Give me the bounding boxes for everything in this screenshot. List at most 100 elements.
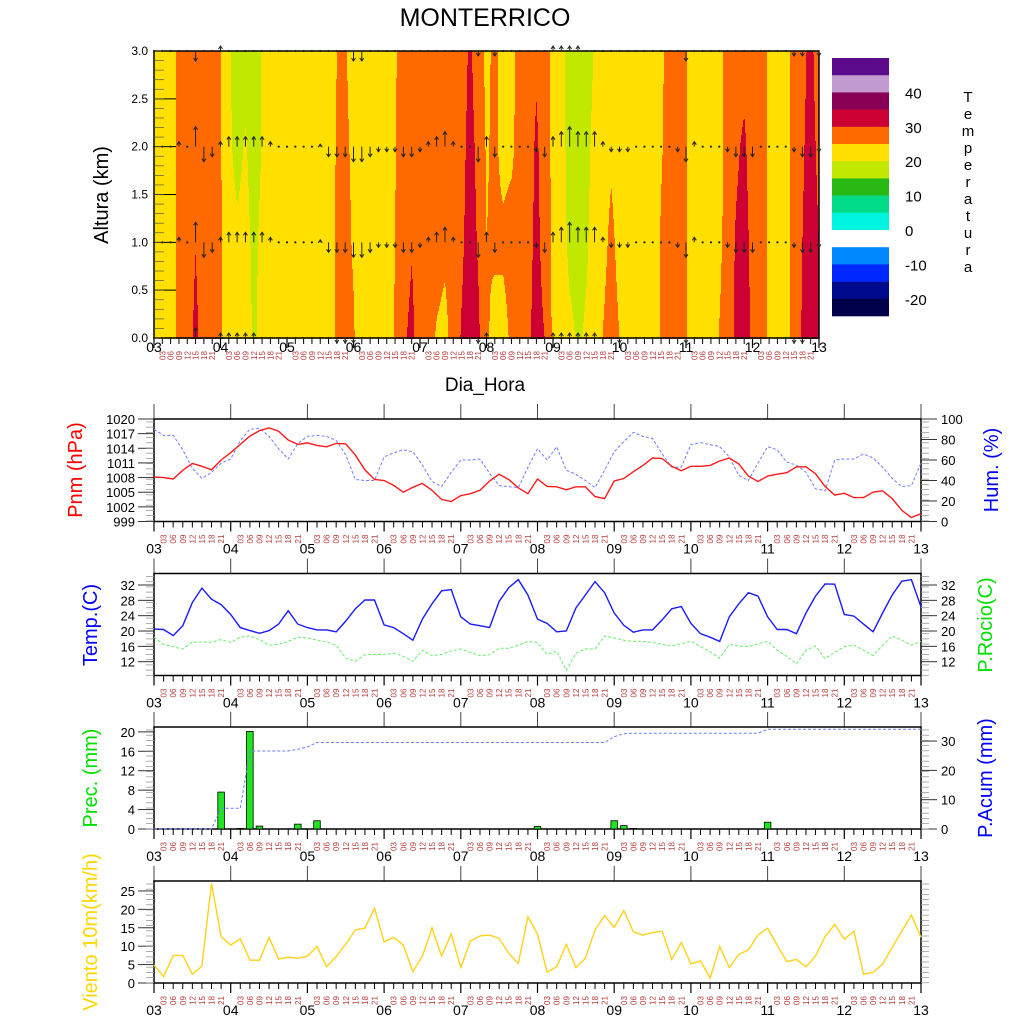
wind-arrow: [808, 146, 814, 158]
heatmap-cell: [494, 275, 496, 339]
heatmap-cell: [428, 51, 430, 339]
heatmap-cell: [246, 139, 248, 339]
heatmap-cell: [394, 284, 396, 339]
hour-label: 06: [169, 688, 178, 697]
wind-arrow: [294, 241, 297, 244]
hour-label: 21: [754, 688, 763, 697]
heatmap-cell: [253, 51, 255, 339]
wind-arrow-head: [816, 148, 822, 153]
y2-tick-label: 100: [941, 412, 963, 427]
heatmap-cell: [413, 51, 415, 306]
heatmap-cell: [658, 51, 660, 339]
hour-label: 15: [888, 996, 897, 1005]
wind-arrow: [743, 49, 746, 53]
wind-arrow-head: [193, 221, 198, 226]
hour-label: 12: [879, 688, 888, 697]
heatmap-cell: [264, 51, 266, 339]
heatmap-cell: [188, 51, 190, 339]
heatmap-cell: [295, 51, 297, 339]
wind-arrow-head: [791, 339, 797, 344]
heatmap-cell: [495, 275, 497, 339]
wind-arrow: [342, 242, 348, 254]
heatmap-cell: [430, 51, 432, 339]
heatmap-cell: [657, 51, 659, 339]
hour-label: 06: [399, 996, 408, 1005]
hour-label: 15: [581, 688, 590, 697]
heatmap-cell: [814, 101, 816, 339]
wind-arrow: [169, 49, 172, 53]
heatmap-cell: [467, 51, 469, 66]
heatmap-cell: [244, 51, 246, 137]
heatmap-cell: [555, 51, 557, 339]
hour-label: 18: [208, 996, 217, 1005]
wind-arrow-head: [683, 254, 689, 259]
day-label: 08: [530, 848, 546, 864]
heatmap-cell: [533, 51, 535, 203]
hour-label: 15: [581, 534, 590, 543]
hour-label: 21: [447, 688, 456, 697]
heatmap-cell: [399, 51, 401, 339]
heatmap-cell: [785, 51, 787, 339]
heatmap-cell: [372, 51, 374, 339]
day-label: 09: [545, 339, 561, 355]
heatmap-cell: [493, 277, 495, 339]
hour-label: 09: [792, 688, 801, 697]
heatmap-cell: [572, 311, 574, 339]
wind-arrow: [643, 49, 646, 53]
colorbar-box: [832, 126, 889, 145]
wind-arrow-head: [617, 339, 622, 344]
heatmap-cell: [573, 320, 575, 339]
wind-arrow: [450, 140, 456, 147]
heatmap-cell: [544, 51, 546, 337]
wind-speed-line: [153, 883, 922, 980]
heatmap-cell: [500, 51, 502, 188]
heatmap-cell: [709, 51, 711, 339]
heatmap-cell: [201, 51, 203, 339]
heatmap-cell: [755, 51, 757, 339]
hour-label: 06: [553, 688, 562, 697]
wind-arrow: [475, 51, 481, 57]
colorbar-box: [832, 178, 889, 196]
heatmap-cell: [475, 189, 477, 339]
heatmap-cell: [524, 51, 526, 339]
heatmap-cell: [642, 51, 644, 339]
hour-label: 12: [418, 996, 427, 1005]
heatmap-cell: [234, 181, 236, 339]
wind-arrow: [791, 146, 797, 153]
hour-label: 21: [677, 996, 686, 1005]
heatmap-cell: [741, 135, 743, 339]
hour-label: 15: [275, 996, 284, 1005]
wind-arrow: [734, 49, 737, 53]
wind-arrow-head: [558, 130, 564, 135]
wind-arrow: [676, 49, 679, 53]
hour-label: 15: [658, 842, 667, 851]
colorbar-title-letter: T: [963, 89, 972, 106]
heatmap-cell: [701, 51, 703, 339]
hour-label: 06: [233, 351, 242, 360]
wind-arrow-head: [193, 327, 198, 332]
heatmap-cell: [236, 200, 238, 339]
colorbar-title-letter: m: [962, 123, 975, 140]
wind-arrow: [186, 241, 189, 244]
y-tick-label: 4: [128, 803, 135, 818]
wind-arrow: [468, 145, 471, 148]
hour-label: 03: [160, 534, 169, 543]
wind-arrow: [751, 336, 754, 340]
heatmap-cell: [200, 51, 202, 339]
heatmap-cell: [543, 323, 545, 339]
heatmap-cell: [527, 51, 529, 339]
heatmap-cell: [402, 51, 404, 339]
heatmap-cell: [486, 51, 488, 244]
y-tick-label: 16: [121, 639, 135, 654]
heatmap-cell: [292, 51, 294, 339]
heatmap-cell: [805, 99, 807, 339]
wind-arrow: [310, 336, 314, 340]
heatmap-cell: [439, 306, 441, 339]
hour-label: 15: [192, 351, 201, 360]
hour-label: 09: [707, 351, 716, 360]
wind-arrow-head: [392, 148, 398, 153]
heatmap-cell: [332, 51, 334, 339]
heatmap-cell: [365, 51, 367, 339]
wind-arrow: [317, 143, 323, 148]
wind-arrow: [550, 45, 556, 51]
